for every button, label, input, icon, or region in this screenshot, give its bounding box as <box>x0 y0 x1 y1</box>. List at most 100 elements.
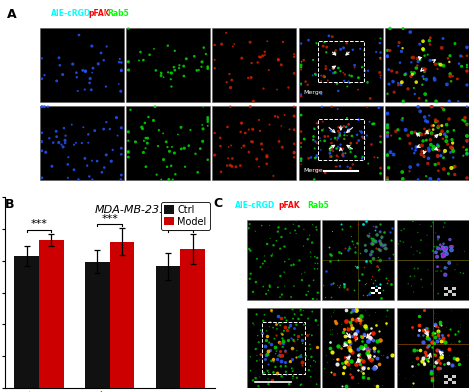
Point <box>204 123 211 129</box>
Point <box>89 176 96 183</box>
Point <box>463 103 471 110</box>
Point <box>349 334 356 341</box>
Point <box>427 137 434 143</box>
Point <box>428 131 436 137</box>
Point <box>342 359 350 365</box>
Point <box>250 322 258 328</box>
Point <box>287 294 295 300</box>
Point <box>307 254 315 260</box>
Point <box>438 332 446 338</box>
Point <box>333 356 340 362</box>
Point <box>291 154 298 160</box>
Text: ***: *** <box>101 214 118 223</box>
Point <box>177 146 185 152</box>
Point <box>435 329 442 336</box>
Bar <box>212 27 296 102</box>
Point <box>437 247 444 254</box>
Point <box>228 77 236 83</box>
Point <box>429 309 437 315</box>
Point <box>353 361 360 367</box>
Point <box>353 264 361 270</box>
Point <box>368 356 376 362</box>
Point <box>381 242 389 248</box>
Point <box>98 169 106 176</box>
Point <box>246 276 254 282</box>
Point <box>346 370 354 377</box>
Point <box>455 361 463 367</box>
Point <box>429 220 437 226</box>
Point <box>362 242 369 249</box>
Point <box>410 150 418 156</box>
Point <box>412 144 420 150</box>
Point <box>365 233 373 240</box>
Point <box>297 64 305 70</box>
Point <box>345 245 353 251</box>
Bar <box>448 381 452 384</box>
Point <box>417 237 425 243</box>
Text: ***: *** <box>30 219 47 229</box>
Point <box>387 132 395 139</box>
Point <box>423 328 430 334</box>
Point <box>447 247 455 253</box>
Point <box>356 250 364 256</box>
Point <box>439 251 447 258</box>
Point <box>295 354 302 360</box>
Point <box>420 360 428 366</box>
Point <box>439 250 447 257</box>
Point <box>227 103 234 110</box>
Point <box>351 62 358 69</box>
Point <box>217 135 224 141</box>
Point <box>362 325 369 331</box>
Point <box>437 131 444 138</box>
Point <box>410 252 417 258</box>
Bar <box>448 290 452 293</box>
Point <box>291 51 298 58</box>
Point <box>372 239 380 245</box>
Point <box>439 250 447 257</box>
Point <box>280 328 288 334</box>
Point <box>415 95 423 102</box>
Point <box>325 33 333 39</box>
Point <box>255 117 263 123</box>
Point <box>272 364 279 370</box>
Point <box>432 61 439 67</box>
Point <box>336 284 343 290</box>
Point <box>348 316 356 322</box>
Point <box>297 93 305 99</box>
Point <box>289 316 297 322</box>
Point <box>253 156 261 162</box>
Point <box>359 134 367 141</box>
Point <box>274 114 282 120</box>
Point <box>298 352 305 358</box>
Point <box>463 151 471 157</box>
Point <box>451 163 459 170</box>
Point <box>245 75 252 81</box>
Point <box>441 253 448 259</box>
Point <box>445 332 452 338</box>
Point <box>399 176 407 182</box>
Point <box>269 251 276 257</box>
Point <box>160 74 167 80</box>
Point <box>388 68 395 74</box>
Point <box>424 344 431 350</box>
Point <box>305 155 312 162</box>
Bar <box>452 290 456 293</box>
Point <box>266 347 273 353</box>
Point <box>438 128 446 134</box>
Point <box>401 71 409 78</box>
Text: ***: *** <box>172 219 189 229</box>
Point <box>463 138 471 144</box>
Point <box>431 350 439 356</box>
Point <box>428 368 435 374</box>
Point <box>440 251 447 257</box>
Point <box>355 74 362 81</box>
Point <box>297 156 305 162</box>
Point <box>38 103 46 110</box>
Point <box>356 351 363 358</box>
Point <box>152 67 160 74</box>
Point <box>384 111 392 117</box>
Point <box>434 152 441 159</box>
Point <box>78 140 86 146</box>
Point <box>379 242 387 249</box>
Point <box>286 359 293 365</box>
